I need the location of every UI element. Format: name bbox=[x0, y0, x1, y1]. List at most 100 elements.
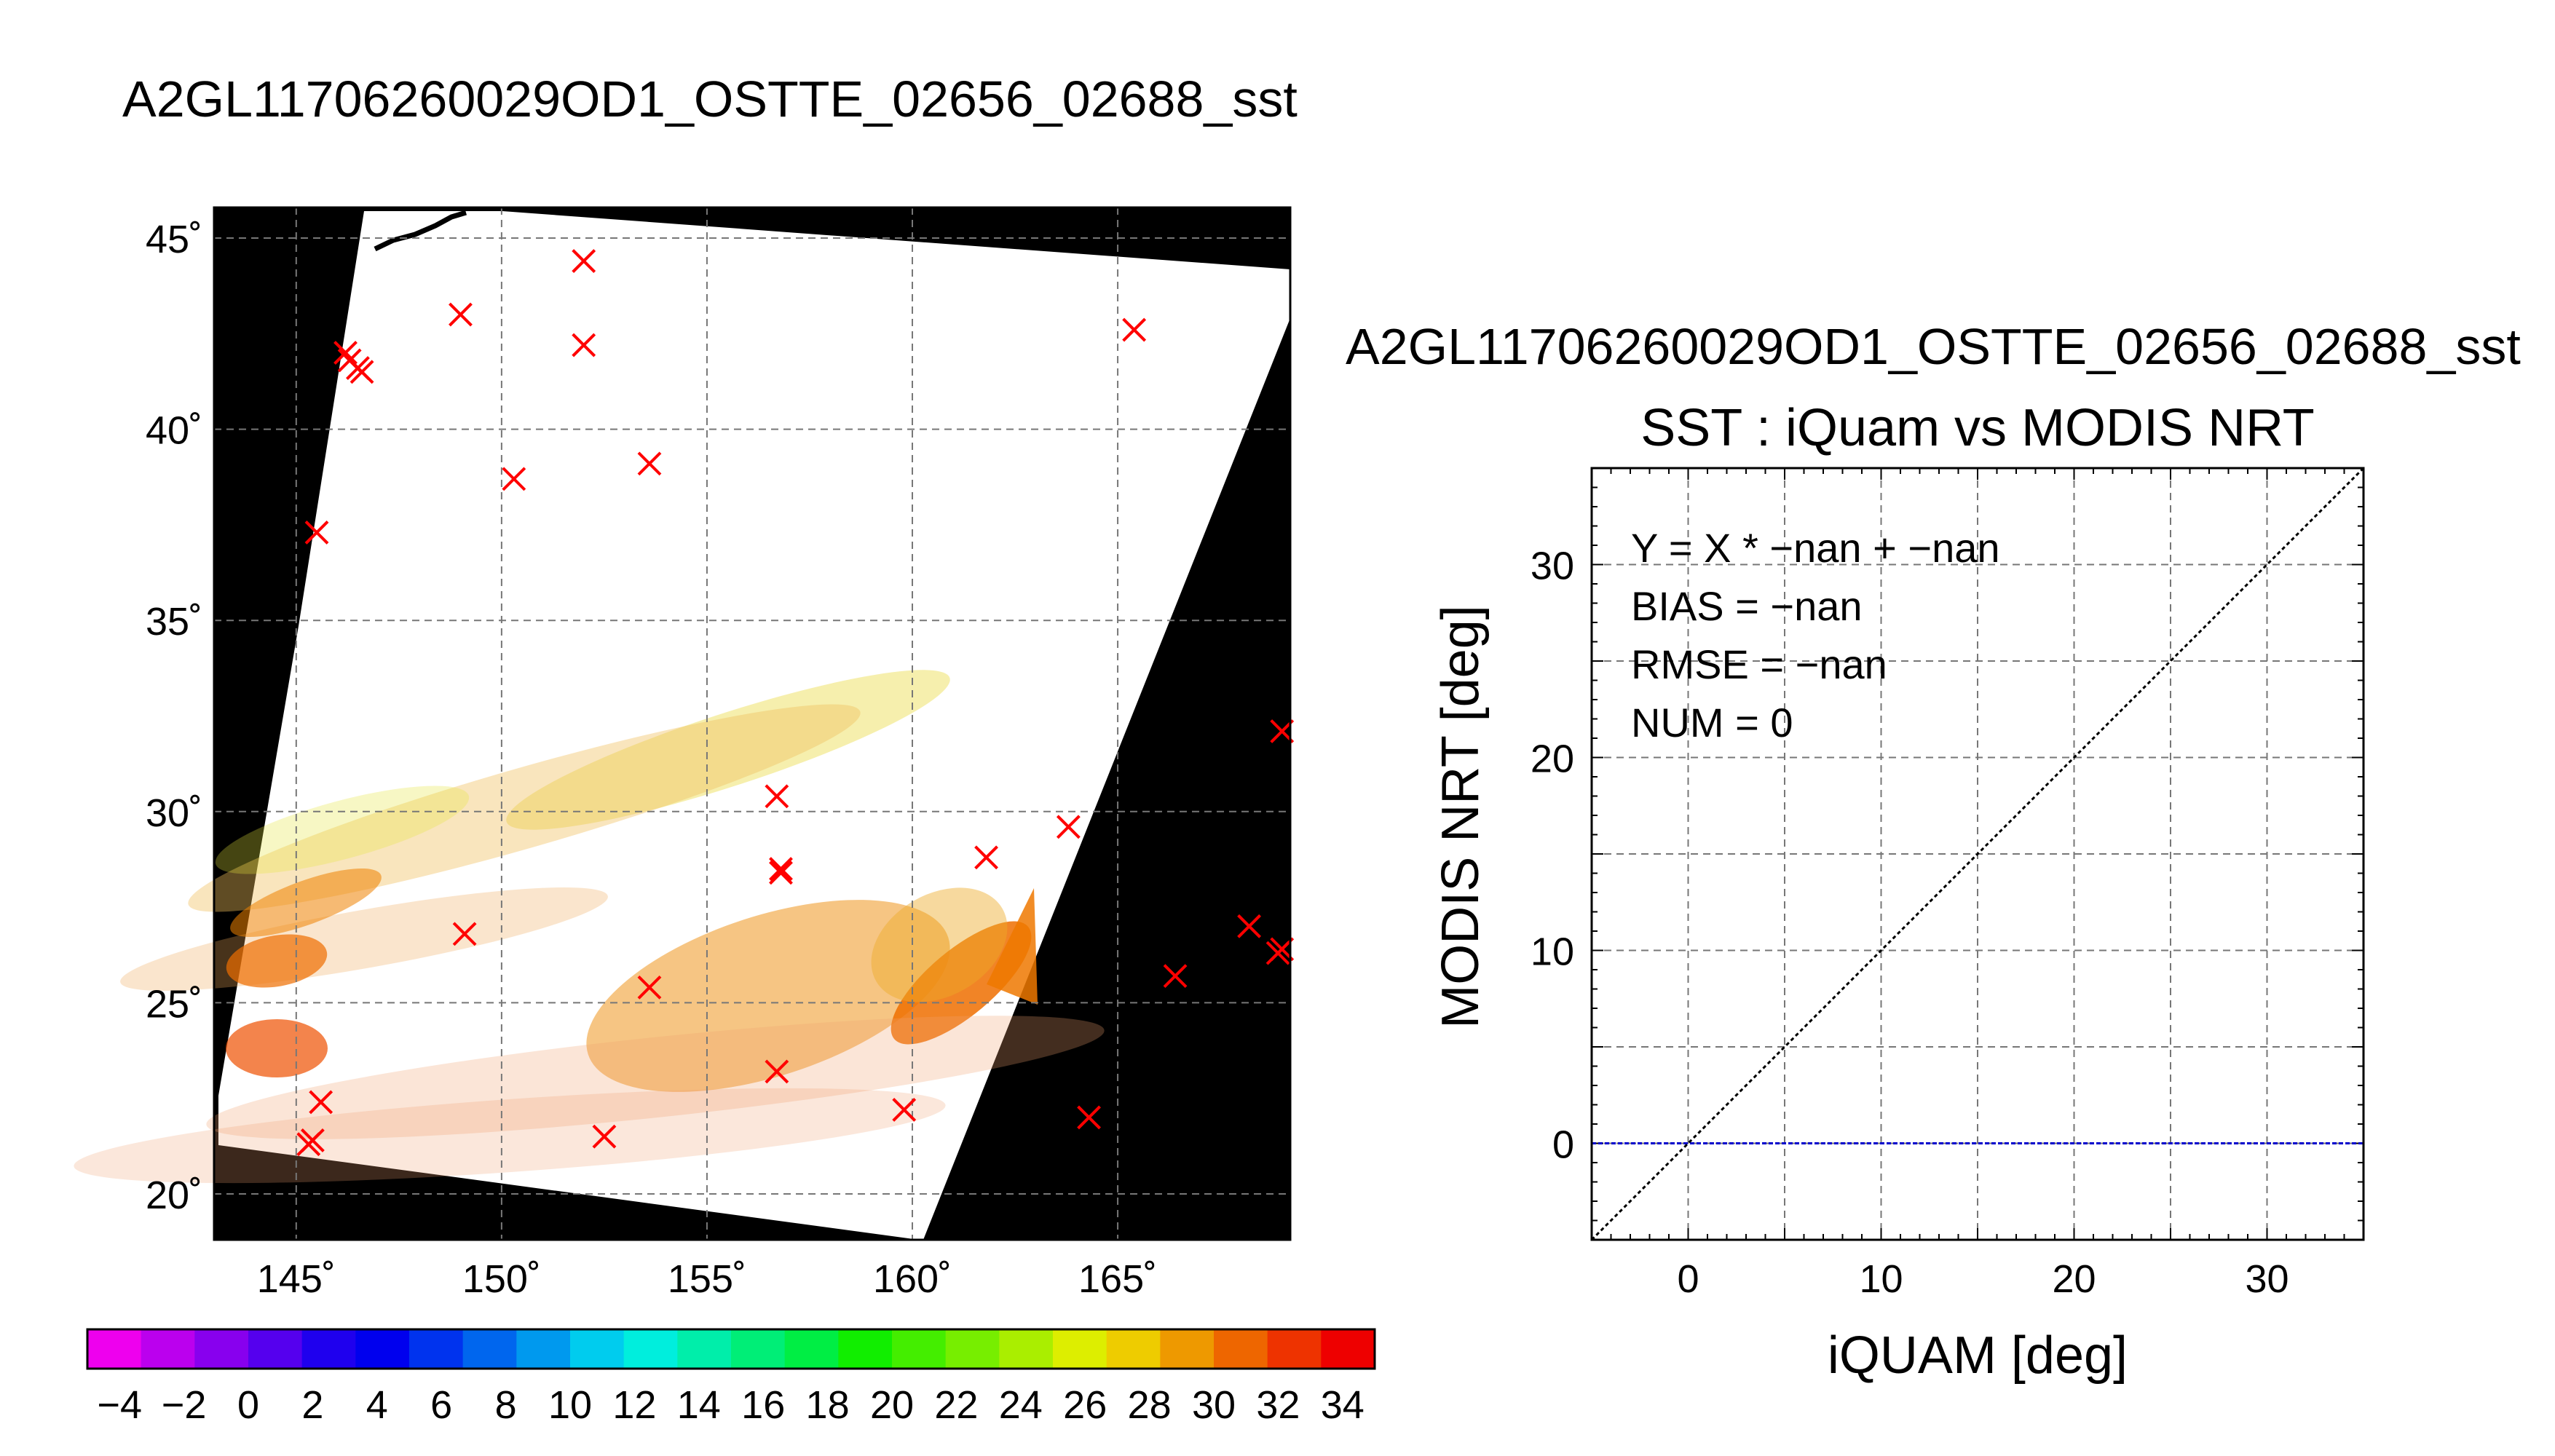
colorbar-tick-label: 12 bbox=[612, 1383, 656, 1427]
colorbar-tick-label: 34 bbox=[1321, 1383, 1365, 1427]
colorbar-tick-label: 22 bbox=[934, 1383, 978, 1427]
colorbar-tick-label: 16 bbox=[741, 1383, 785, 1427]
scatter-y-axis-label: MODIS NRT [deg] bbox=[1431, 605, 1490, 1029]
iquam-marker-stroke bbox=[1237, 914, 1262, 938]
colorbar-tick-label: 14 bbox=[677, 1383, 721, 1427]
colorbar-segment bbox=[409, 1329, 464, 1369]
iquam-marker-stroke bbox=[769, 857, 793, 881]
colorbar-tick-label: 4 bbox=[366, 1383, 388, 1427]
scatter-x-tick-label: 30 bbox=[2245, 1257, 2289, 1301]
iquam-marker bbox=[892, 1098, 917, 1122]
scatter-stats-line: Y = X * −nan + −nan bbox=[1631, 525, 2000, 571]
colorbar-segment bbox=[1267, 1329, 1322, 1369]
sst-map: 145˚ 150˚ 155˚ 160˚ 165˚ 20˚ 25˚ 30˚ 35˚ 40˚ 45˚ bbox=[74, 206, 1295, 1301]
iquam-marker bbox=[572, 333, 596, 357]
iquam-marker-stroke bbox=[1265, 941, 1290, 965]
map-frame bbox=[213, 206, 1292, 1241]
scatter-y-tick-label: 0 bbox=[1552, 1123, 1574, 1167]
colorbar-segment bbox=[301, 1329, 356, 1369]
iquam-marker bbox=[1056, 815, 1081, 839]
iquam-marker-stroke bbox=[974, 845, 998, 870]
scatter-identity-line bbox=[1590, 467, 2365, 1241]
iquam-marker bbox=[502, 467, 526, 491]
sst-patch bbox=[586, 900, 950, 1092]
iquam-marker bbox=[1163, 964, 1188, 989]
map-coastline bbox=[374, 210, 467, 252]
sst-patch bbox=[226, 934, 328, 988]
scatter-y-tick-label: 20 bbox=[1531, 737, 1574, 781]
iquam-marker-stroke bbox=[350, 360, 374, 384]
iquam-marker bbox=[1237, 914, 1262, 938]
colorbar-tick-label: 0 bbox=[237, 1383, 259, 1427]
colorbar-segment bbox=[1053, 1329, 1107, 1369]
map-lat-tick-label: 20˚ bbox=[146, 1174, 202, 1217]
iquam-marker-stroke bbox=[892, 1098, 917, 1122]
scatter-title: SST : iQuam vs MODIS NRT bbox=[1640, 399, 2315, 457]
iquam-marker-stroke bbox=[769, 860, 793, 885]
iquam-marker bbox=[333, 341, 358, 365]
colorbar-tick-label: 18 bbox=[806, 1383, 850, 1427]
scatter-stats-line: RMSE = −nan bbox=[1631, 641, 1887, 687]
iquam-marker bbox=[572, 249, 596, 273]
iquam-marker-stroke bbox=[1056, 815, 1081, 839]
colorbar-segment bbox=[1321, 1329, 1375, 1369]
colorbar-tick-label: 30 bbox=[1192, 1383, 1236, 1427]
map-lat-tick-label: 35˚ bbox=[146, 600, 202, 644]
scatter-frame bbox=[1590, 467, 2365, 1241]
scatter-stats-line: BIAS = −nan bbox=[1631, 583, 1863, 629]
colorbar-segment bbox=[570, 1329, 625, 1369]
iquam-marker-stroke bbox=[637, 975, 662, 1000]
colorbar-segment bbox=[838, 1329, 893, 1369]
colorbar-tick-label: 2 bbox=[301, 1383, 323, 1427]
colorbar-segment bbox=[194, 1329, 249, 1369]
colorbar-segment bbox=[87, 1329, 142, 1369]
map-lon-tick-label: 145˚ bbox=[257, 1257, 336, 1301]
map-title: A2GL11706260029OD1_OSTTE_02656_02688_sst bbox=[122, 71, 1298, 127]
iquam-marker-stroke bbox=[309, 1090, 333, 1115]
iquam-marker bbox=[1265, 941, 1290, 965]
colorbar-tick-label: −2 bbox=[162, 1383, 207, 1427]
colorbar-segment bbox=[892, 1329, 947, 1369]
colorbar-segment bbox=[355, 1329, 410, 1369]
scatter-x-tick-label: 20 bbox=[2052, 1257, 2096, 1301]
iquam-marker bbox=[637, 975, 662, 1000]
sst-colorbar: −4 −2 0 2 4 6 8 10 12 14 16 18 20 22 24 26 28 30 32 34 bbox=[86, 1328, 1376, 1427]
map-lat-tick-label: 25˚ bbox=[146, 982, 202, 1026]
sst-patch bbox=[215, 786, 470, 874]
iquam-marker-stroke bbox=[1122, 317, 1147, 342]
scatter-stats-line: NUM = 0 bbox=[1631, 700, 1793, 745]
colorbar-segment bbox=[945, 1329, 1000, 1369]
map-lat-tick-label: 30˚ bbox=[146, 791, 202, 835]
iquam-marker-stroke bbox=[637, 451, 662, 476]
iquam-marker bbox=[765, 1059, 789, 1084]
iquam-marker-stroke bbox=[449, 302, 473, 327]
colorbar-segment bbox=[999, 1329, 1054, 1369]
scatter-plot: 0 10 20 30 0 10 20 30 Y = X * −nan + −nan BIAS = … bbox=[1531, 467, 2365, 1301]
colorbar-tick-label: 6 bbox=[430, 1383, 452, 1427]
sst-patch bbox=[226, 1019, 328, 1077]
colorbar-segment bbox=[1214, 1329, 1268, 1369]
iquam-marker bbox=[974, 845, 998, 870]
map-lon-tick-label: 155˚ bbox=[668, 1257, 746, 1301]
colorbar-segment bbox=[516, 1329, 571, 1369]
colorbar-segment bbox=[731, 1329, 786, 1369]
iquam-marker bbox=[350, 360, 374, 384]
iquam-marker-stroke bbox=[765, 1059, 789, 1084]
scatter-x-tick-label: 10 bbox=[1859, 1257, 1903, 1301]
sst-patch bbox=[188, 704, 861, 912]
map-lon-tick-label: 160˚ bbox=[873, 1257, 952, 1301]
map-lat-tick-label: 45˚ bbox=[146, 218, 202, 261]
iquam-marker-stroke bbox=[1163, 964, 1188, 989]
scatter-subtitle: A2GL11706260029OD1_OSTTE_02656_02688_sst bbox=[1346, 318, 2521, 375]
scatter-x-axis-label: iQUAM [deg] bbox=[1828, 1326, 2128, 1385]
iquam-marker-stroke bbox=[333, 341, 358, 365]
sst-patch bbox=[987, 888, 1038, 1005]
map-lat-tick-label: 40˚ bbox=[146, 409, 202, 453]
sst-patch bbox=[74, 1088, 946, 1184]
scatter-y-tick-label: 30 bbox=[1531, 545, 1574, 588]
colorbar-segment bbox=[141, 1329, 195, 1369]
sst-patch bbox=[891, 921, 1032, 1045]
colorbar-segment bbox=[248, 1329, 303, 1369]
colorbar-tick-label: 28 bbox=[1128, 1383, 1172, 1427]
